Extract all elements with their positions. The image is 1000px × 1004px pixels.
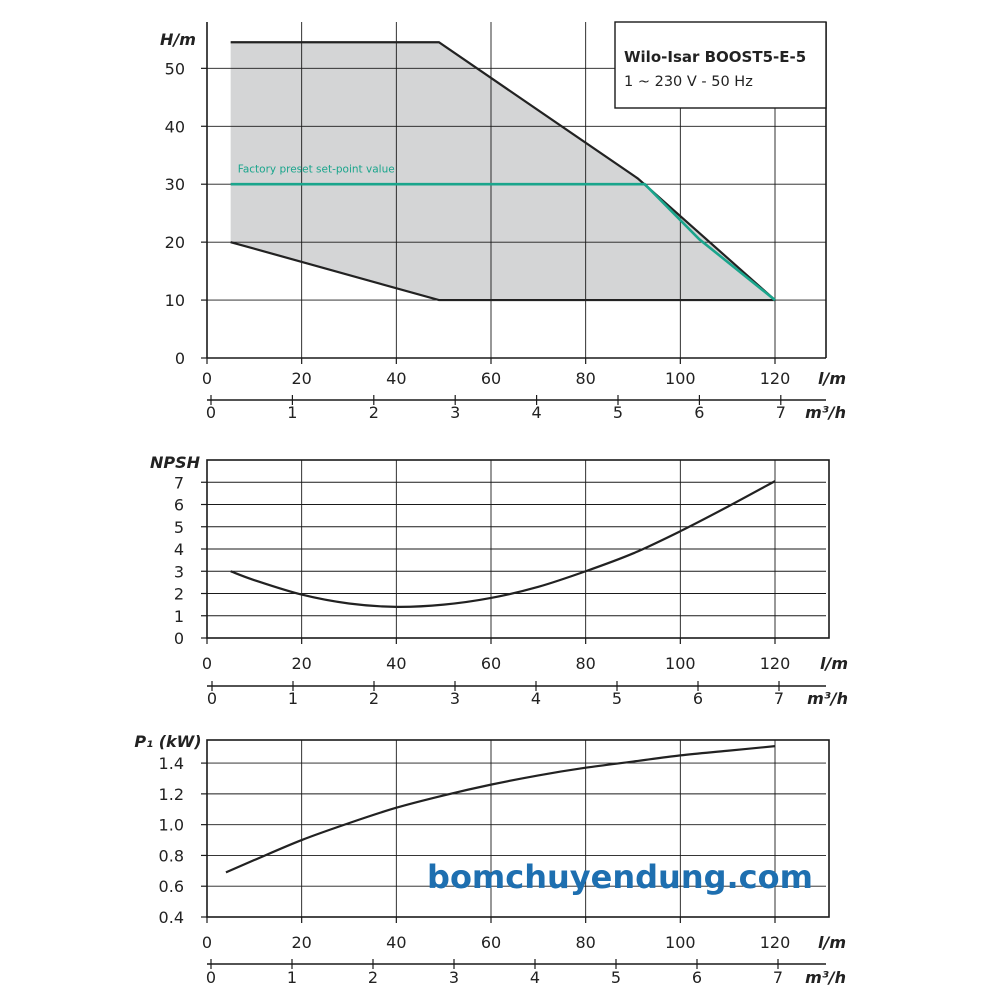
x-tick-label: 20 — [291, 933, 311, 952]
y-tick-label: 1.2 — [159, 785, 184, 804]
x-tick-label: 100 — [665, 369, 696, 388]
x-tick-label: 0 — [202, 369, 212, 388]
y-tick-label: 4 — [174, 540, 184, 559]
y-tick-label: 6 — [174, 496, 184, 515]
x-tick-label: 100 — [665, 933, 696, 952]
secondary-x-tick-label: 7 — [773, 968, 783, 987]
secondary-x-tick-label: 4 — [532, 403, 542, 422]
secondary-x-tick-label: 1 — [287, 403, 297, 422]
x-tick-label: 100 — [665, 654, 696, 673]
x-tick-label: 20 — [291, 369, 311, 388]
x-axis-title: l/m — [818, 933, 846, 952]
y-tick-label: 1.0 — [159, 816, 184, 835]
secondary-x-tick-label: 3 — [450, 403, 460, 422]
x-tick-label: 40 — [386, 654, 406, 673]
chart-subtitle: 1 ~ 230 V - 50 Hz — [624, 74, 753, 90]
x-tick-label: 120 — [760, 933, 791, 952]
operating-range-area — [230, 42, 775, 301]
min-curve — [230, 241, 775, 302]
x-axis-title: l/m — [818, 369, 846, 388]
secondary-x-tick-label: 3 — [449, 968, 459, 987]
x-tick-label: 60 — [481, 369, 501, 388]
plot-frame — [206, 739, 830, 918]
y-tick-label: 0.8 — [159, 846, 184, 865]
watermark-text: bomchuyendung.com — [427, 858, 813, 896]
chart-title: Wilo-Isar BOOST5-E-5 — [624, 48, 806, 66]
x-tick-label: 80 — [575, 933, 595, 952]
y-tick-label: 1.4 — [159, 754, 184, 773]
x-tick-label: 0 — [202, 654, 212, 673]
setpoint-annotation: Factory preset set-point value — [238, 164, 395, 176]
y-tick-label: 50 — [165, 59, 185, 78]
secondary-x-tick-label: 2 — [369, 689, 379, 708]
secondary-x-tick-label: 6 — [694, 403, 704, 422]
secondary-x-tick-label: 6 — [693, 689, 703, 708]
y-tick-label: 5 — [174, 518, 184, 537]
x-tick-label: 20 — [291, 654, 311, 673]
secondary-x-tick-label: 5 — [611, 968, 621, 987]
y-axis-title: P₁ (kW) — [134, 732, 201, 751]
y-tick-label: 10 — [165, 291, 185, 310]
secondary-x-tick-label: 4 — [531, 689, 541, 708]
secondary-x-tick-label: 7 — [774, 689, 784, 708]
y-tick-label: 7 — [174, 473, 184, 492]
secondary-x-tick-label: 1 — [288, 689, 298, 708]
title-box — [614, 21, 827, 109]
y-axis-title: H/m — [160, 30, 196, 49]
secondary-x-tick-label: 0 — [206, 403, 216, 422]
power-curve — [225, 745, 776, 874]
y-tick-label: 3 — [174, 562, 184, 581]
secondary-x-axis-title: m³/h — [805, 968, 846, 987]
secondary-x-tick-label: 5 — [612, 689, 622, 708]
setpoint-curve — [230, 182, 776, 302]
x-tick-label: 40 — [386, 369, 406, 388]
y-tick-label: 0 — [175, 349, 185, 368]
secondary-x-axis-title: m³/h — [807, 689, 848, 708]
y-tick-label: 0.6 — [159, 877, 184, 896]
x-tick-label: 60 — [481, 933, 501, 952]
x-tick-label: 80 — [575, 654, 595, 673]
max-curve — [230, 41, 776, 301]
y-axis-title: NPSH — [150, 453, 201, 472]
x-tick-label: 60 — [481, 654, 501, 673]
secondary-x-tick-label: 5 — [613, 403, 623, 422]
y-tick-label: 0 — [174, 629, 184, 648]
x-axis-title: l/m — [820, 654, 848, 673]
secondary-x-tick-label: 1 — [287, 968, 297, 987]
y-tick-label: 0.4 — [159, 908, 184, 927]
y-tick-label: 30 — [165, 175, 185, 194]
x-tick-label: 120 — [760, 369, 791, 388]
secondary-x-tick-label: 0 — [206, 968, 216, 987]
secondary-x-tick-label: 4 — [530, 968, 540, 987]
secondary-x-tick-label: 2 — [369, 403, 379, 422]
y-tick-label: 1 — [174, 607, 184, 626]
secondary-x-axis-title: m³/h — [805, 403, 846, 422]
x-tick-label: 120 — [760, 654, 791, 673]
secondary-x-tick-label: 2 — [368, 968, 378, 987]
x-tick-label: 80 — [575, 369, 595, 388]
x-tick-label: 0 — [202, 933, 212, 952]
y-tick-label: 2 — [174, 585, 184, 604]
secondary-x-tick-label: 7 — [776, 403, 786, 422]
secondary-x-tick-label: 3 — [450, 689, 460, 708]
y-tick-label: 20 — [165, 233, 185, 252]
secondary-x-tick-label: 0 — [207, 689, 217, 708]
y-tick-label: 40 — [165, 117, 185, 136]
secondary-x-tick-label: 6 — [692, 968, 702, 987]
x-tick-label: 40 — [386, 933, 406, 952]
npsh-curve — [230, 480, 776, 608]
